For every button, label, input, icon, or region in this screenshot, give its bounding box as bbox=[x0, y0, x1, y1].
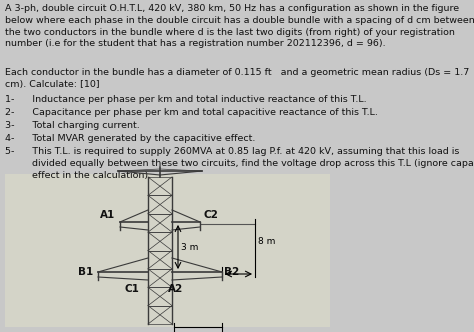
Text: A 3-ph, double circuit O.H.T.L, 420 kV, 380 km, 50 Hz has a configuration as sho: A 3-ph, double circuit O.H.T.L, 420 kV, … bbox=[5, 4, 474, 48]
Text: B1: B1 bbox=[78, 267, 93, 277]
Text: C2: C2 bbox=[204, 210, 219, 220]
Text: A1: A1 bbox=[100, 210, 115, 220]
Text: 3-      Total charging current.: 3- Total charging current. bbox=[5, 121, 140, 130]
Text: 4-      Total MVAR generated by the capacitive effect.: 4- Total MVAR generated by the capacitiv… bbox=[5, 134, 255, 143]
Text: 8 m: 8 m bbox=[258, 237, 275, 246]
Text: 3 m: 3 m bbox=[181, 242, 199, 252]
Text: B2: B2 bbox=[224, 267, 239, 277]
Text: C1: C1 bbox=[125, 284, 139, 294]
Text: A2: A2 bbox=[168, 284, 183, 294]
Bar bbox=[5, 174, 330, 327]
Text: 1-      Inductance per phase per km and total inductive reactance of this T.L.: 1- Inductance per phase per km and total… bbox=[5, 95, 366, 104]
Text: Each conductor in the bundle has a diameter of 0.115 ft   and a geometric mean r: Each conductor in the bundle has a diame… bbox=[5, 68, 469, 89]
Text: 2-      Capacitance per phase per km and total capacitive reactance of this T.L.: 2- Capacitance per phase per km and tota… bbox=[5, 108, 378, 117]
Text: 5-      This T.L. is required to supply 260MVA at 0.85 lag P.f. at 420 kV, assum: 5- This T.L. is required to supply 260MV… bbox=[5, 147, 474, 180]
